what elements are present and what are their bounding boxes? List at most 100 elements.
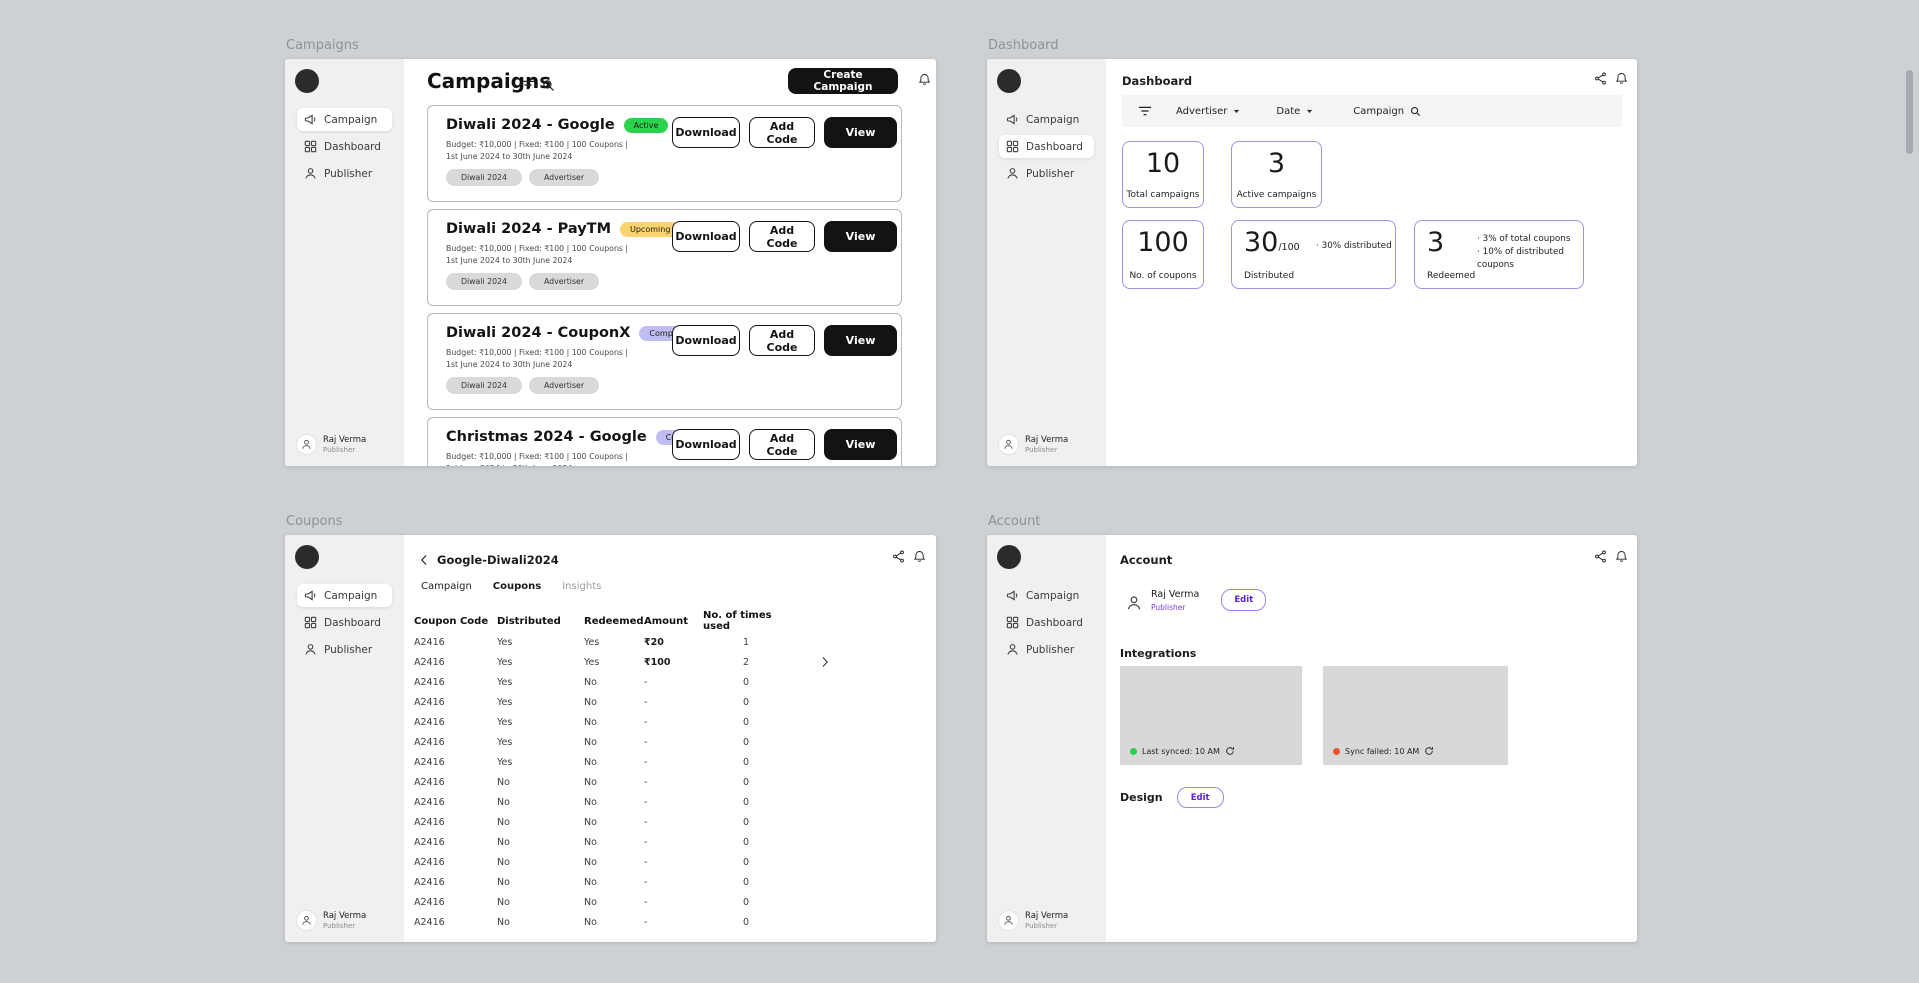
stat-bullet: · 3% of total coupons (1477, 234, 1571, 244)
share-icon[interactable] (1594, 72, 1607, 85)
cell-code: A2416 (414, 876, 445, 888)
view-button[interactable]: View (824, 117, 897, 148)
sidebar-item[interactable]: Dashboard (999, 135, 1094, 158)
avatar[interactable] (997, 545, 1021, 569)
refresh-icon[interactable] (1225, 746, 1235, 756)
add-code-button[interactable]: Add Code (749, 117, 815, 148)
sidebar-item[interactable]: Dashboard (999, 611, 1094, 634)
user-chip[interactable]: Raj Verma Publisher (999, 435, 1068, 454)
sidebar-item[interactable]: Dashboard (297, 611, 392, 634)
edit-design-button[interactable]: Edit (1176, 787, 1224, 808)
table-row[interactable]: A2416 Yes No - 0 (414, 692, 829, 712)
refresh-icon[interactable] (1424, 746, 1434, 756)
sidebar-item[interactable]: Campaign (999, 108, 1094, 131)
view-button[interactable]: View (824, 325, 897, 356)
tab[interactable]: Coupons (492, 581, 542, 592)
megaphone-icon (1006, 590, 1018, 601)
view-button[interactable]: View (824, 429, 897, 460)
sidebar-item[interactable]: Publisher (297, 638, 392, 661)
tab[interactable]: Insights (562, 581, 602, 592)
avatar[interactable] (997, 69, 1021, 93)
bell-icon[interactable] (918, 73, 931, 86)
table-row[interactable]: A2416 Yes Yes ₹20 1 (414, 632, 829, 652)
cell-amount: - (644, 696, 648, 708)
cell-amount: - (644, 896, 648, 908)
table-row[interactable]: A2416 No No - 0 (414, 872, 829, 892)
bell-icon[interactable] (913, 550, 926, 563)
table-row[interactable]: A2416 Yes Yes ₹100 2 (414, 652, 829, 672)
filter-icon[interactable] (521, 79, 535, 91)
view-button[interactable]: View (824, 221, 897, 252)
table-row[interactable]: A2416 No No - 0 (414, 792, 829, 812)
stat-card-redeemed: 3 · 3% of total coupons · 10% of distrib… (1414, 220, 1584, 289)
avatar[interactable] (295, 69, 319, 93)
add-code-button[interactable]: Add Code (749, 429, 815, 460)
create-campaign-button[interactable]: Create Campaign (788, 68, 898, 94)
table-row[interactable]: A2416 Yes No - 0 (414, 712, 829, 732)
add-code-button[interactable]: Add Code (749, 221, 815, 252)
user-name: Raj Verma (1025, 910, 1069, 921)
download-button[interactable]: Download (672, 117, 740, 148)
download-button[interactable]: Download (672, 221, 740, 252)
sidebar-item-label: Publisher (324, 643, 373, 656)
bell-icon[interactable] (1615, 550, 1628, 563)
user-chip[interactable]: Raj Verma Publisher (999, 911, 1068, 930)
cell-times-used: 0 (742, 836, 750, 848)
canvas-scrollbar[interactable] (1906, 70, 1913, 154)
megaphone-icon (1006, 114, 1018, 125)
cell-distributed: Yes (497, 756, 513, 768)
chevron-right-icon[interactable] (821, 656, 829, 668)
tag-pill: Diwali 2024 (446, 377, 522, 394)
sidebar-item[interactable]: Publisher (999, 162, 1094, 185)
person-icon (1007, 168, 1018, 179)
table-row[interactable]: A2416 Yes No - 0 (414, 752, 829, 772)
sidebar-item[interactable]: Campaign (999, 584, 1094, 607)
table-row[interactable]: A2416 No No - 0 (414, 812, 829, 832)
sidebar-item-label: Publisher (324, 167, 373, 180)
table-row[interactable]: A2416 No No - 0 (414, 772, 829, 792)
sidebar-item[interactable]: Publisher (999, 638, 1094, 661)
cell-amount: - (644, 856, 648, 868)
table-row[interactable]: A2416 No No - 0 (414, 832, 829, 852)
caret-down-icon (1234, 109, 1240, 113)
bell-icon[interactable] (1615, 72, 1628, 85)
avatar[interactable] (295, 545, 319, 569)
card-details: Budget: ₹10,000 | Fixed: ₹100 | 100 Coup… (446, 244, 629, 265)
search-icon[interactable] (542, 79, 555, 92)
campaign-search[interactable]: Campaign (1353, 106, 1421, 117)
filter-icon[interactable] (1138, 105, 1152, 117)
tag-pill: Diwali 2024 (446, 169, 522, 186)
col-header: Redeemed (584, 615, 644, 627)
cell-amount: - (644, 796, 648, 808)
sidebar-item[interactable]: Publisher (297, 162, 392, 185)
user-chip[interactable]: Raj Verma Publisher (297, 435, 366, 454)
date-filter[interactable]: Date (1276, 106, 1313, 117)
back-button[interactable] (420, 554, 428, 566)
profile-role: Publisher (1151, 603, 1186, 612)
table-row[interactable]: A2416 No No - 0 (414, 852, 829, 872)
download-button[interactable]: Download (672, 325, 740, 356)
table-row[interactable]: A2416 No No - 0 (414, 912, 829, 932)
sidebar-item[interactable]: Dashboard (297, 135, 392, 158)
card-details: Budget: ₹10,000 | Fixed: ₹100 | 100 Coup… (446, 140, 629, 161)
stat-card-distributed: 30/100 · 30% distributed Distributed (1231, 220, 1396, 289)
cell-code: A2416 (414, 796, 445, 808)
share-icon[interactable] (892, 550, 905, 563)
table-row[interactable]: A2416 Yes No - 0 (414, 732, 829, 752)
add-code-button[interactable]: Add Code (749, 325, 815, 356)
advertiser-filter[interactable]: Advertiser (1176, 106, 1240, 117)
sidebar-item[interactable]: Campaign (297, 584, 392, 607)
tab[interactable]: Campaign (421, 581, 472, 592)
table-row[interactable]: A2416 Yes No - 0 (414, 672, 829, 692)
sidebar-item-icon (1006, 140, 1019, 153)
edit-profile-button[interactable]: Edit (1221, 589, 1267, 611)
cell-times-used: 0 (742, 916, 750, 928)
download-button[interactable]: Download (672, 429, 740, 460)
sidebar-item-icon (1006, 113, 1019, 126)
status-dot (1333, 747, 1340, 755)
share-icon[interactable] (1594, 550, 1607, 563)
cell-distributed: No (497, 916, 510, 928)
user-chip[interactable]: Raj Verma Publisher (297, 911, 366, 930)
table-row[interactable]: A2416 No No - 0 (414, 892, 829, 912)
sidebar-item[interactable]: Campaign (297, 108, 392, 131)
